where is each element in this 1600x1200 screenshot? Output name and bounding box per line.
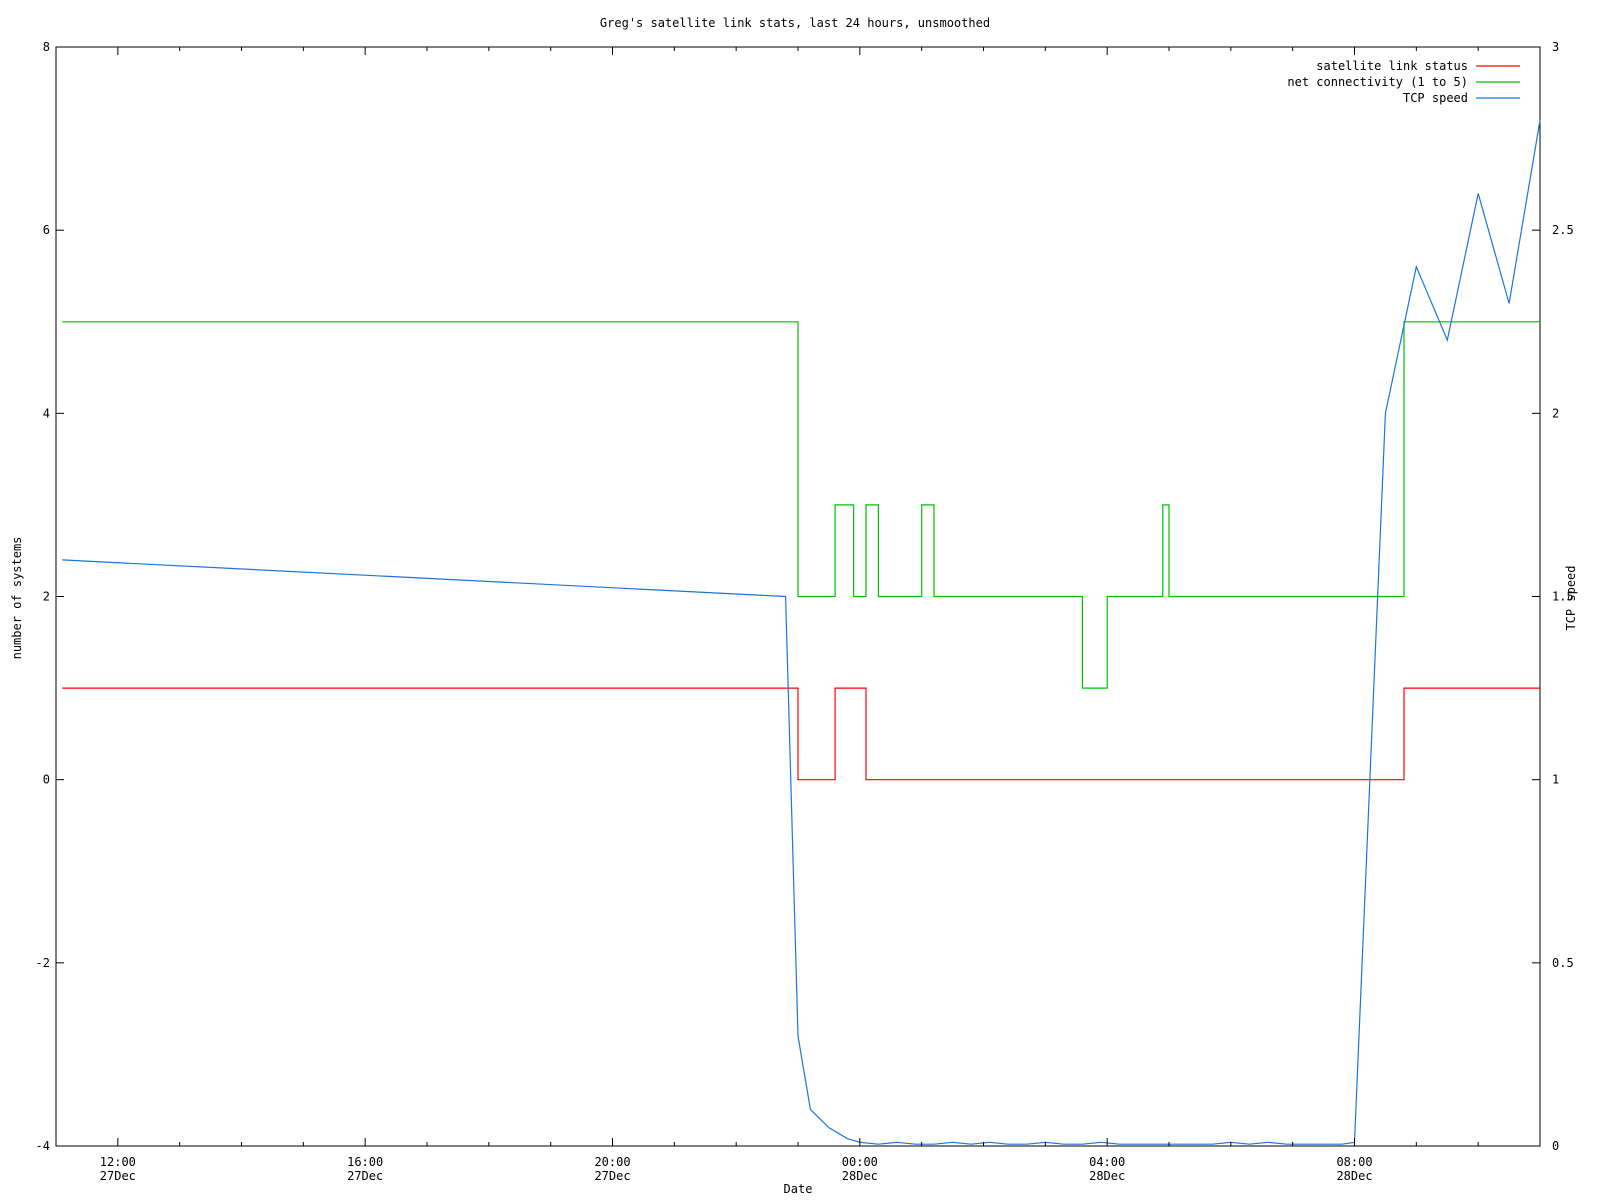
x-tick-label-time: 12:00: [100, 1155, 136, 1169]
x-tick-label-date: 27Dec: [347, 1169, 383, 1183]
y-tick-label: -4: [36, 1139, 50, 1153]
x-axis-label: Date: [784, 1182, 813, 1196]
axis-layer: -4-20246800.511.522.5312:0027Dec16:0027D…: [36, 40, 1574, 1183]
series-line-3: [62, 120, 1541, 1145]
legend: satellite link status net connectivity (1…: [1287, 59, 1520, 105]
y2-tick-label: 0.5: [1552, 956, 1574, 970]
y-tick-label: 4: [43, 406, 50, 420]
y-tick-label: 8: [43, 40, 50, 54]
x-tick-label-time: 20:00: [594, 1155, 630, 1169]
legend-label: satellite link status: [1316, 59, 1468, 73]
legend-label: TCP speed: [1403, 91, 1468, 105]
y2-tick-label: 1.5: [1552, 590, 1574, 604]
y-tick-label: 6: [43, 223, 50, 237]
y2-tick-label: 3: [1552, 40, 1559, 54]
y2-tick-label: 1: [1552, 773, 1559, 787]
x-tick-label-time: 16:00: [347, 1155, 383, 1169]
x-tick-label-time: 04:00: [1089, 1155, 1125, 1169]
y2-tick-label: 2.5: [1552, 223, 1574, 237]
x-tick-label-date: 28Dec: [1089, 1169, 1125, 1183]
y2-tick-label: 0: [1552, 1139, 1559, 1153]
legend-label: net connectivity (1 to 5): [1287, 75, 1468, 89]
y-tick-label: -2: [36, 956, 50, 970]
y2-axis-label: TCP speed: [1564, 565, 1578, 630]
y-tick-label: 2: [43, 590, 50, 604]
series-line-1: [62, 687, 1540, 781]
x-tick-label-time: 08:00: [1336, 1155, 1372, 1169]
x-tick-label-date: 28Dec: [842, 1169, 878, 1183]
series-line-2: [62, 321, 1540, 689]
x-tick-label-date: 27Dec: [100, 1169, 136, 1183]
chart-title: Greg's satellite link stats, last 24 hou…: [600, 16, 990, 30]
y-axis-label: number of systems: [10, 537, 24, 660]
x-tick-label-date: 27Dec: [594, 1169, 630, 1183]
x-tick-label-date: 28Dec: [1336, 1169, 1372, 1183]
x-tick-label-time: 00:00: [842, 1155, 878, 1169]
series-layer: [62, 120, 1541, 1145]
y2-tick-label: 2: [1552, 406, 1559, 420]
y-tick-label: 0: [43, 773, 50, 787]
